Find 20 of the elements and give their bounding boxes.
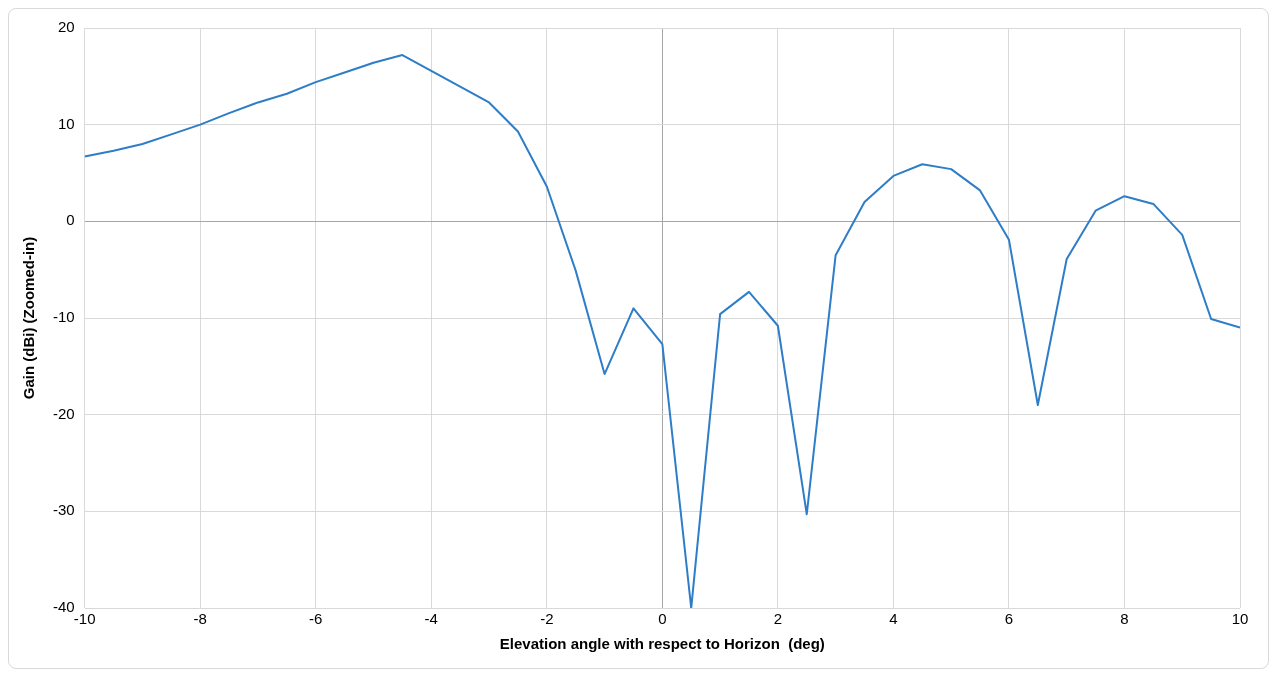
y-tick-label: -20 [52,404,75,422]
x-tick-label: 8 [1120,610,1129,628]
y-tick-label: 10 [57,114,75,132]
y-tick-label: 20 [57,18,75,36]
x-tick-label: 6 [1004,610,1014,628]
y-tick-label: -30 [52,501,75,519]
x-tick-label: -8 [193,610,207,628]
y-tick-label: 0 [66,211,75,229]
x-tick-label: -2 [540,610,554,628]
x-tick-label: 4 [889,610,898,628]
x-tick-label: -6 [309,610,323,628]
x-tick-label: 2 [773,610,783,628]
x-tick-label: 10 [1231,610,1249,628]
x-tick-label: -10 [73,610,96,628]
y-tick-label: -10 [52,308,75,326]
y-axis-title: Gain (dBi) (Zoomed-in) [20,236,38,400]
x-axis-title: Elevation angle with respect to Horizon (deg) [499,635,825,653]
x-tick-label: 0 [658,610,667,628]
y-tick-label: -40 [52,598,75,616]
x-tick-label: -4 [424,610,438,628]
